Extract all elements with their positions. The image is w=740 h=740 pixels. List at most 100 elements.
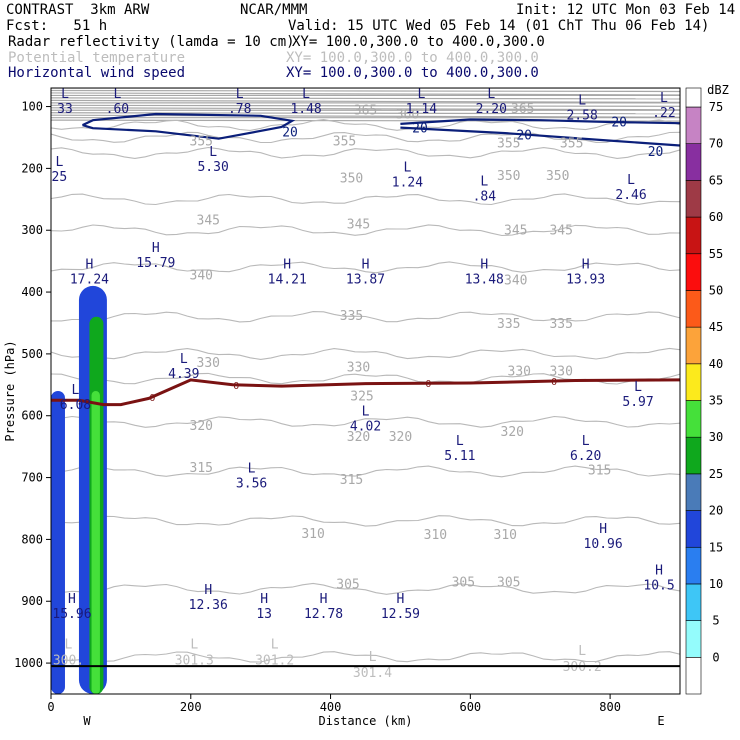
colorbar-swatch <box>685 546 702 585</box>
theta-label: 330 <box>347 360 370 375</box>
high-marker: H <box>152 241 160 256</box>
faint-low-value: 301.3 <box>175 654 214 669</box>
init-time: Init: 12 UTC Mon 03 Feb 14 <box>516 2 736 18</box>
reflectivity-column <box>91 391 100 694</box>
model-title: CONTRAST 3km ARW <box>6 2 150 18</box>
high-marker: H <box>397 592 405 607</box>
y-axis-label: Pressure (hPa) <box>3 340 17 441</box>
colorbar-level-label: 15 <box>709 540 723 554</box>
high-marker: H <box>260 592 268 607</box>
colorbar-swatch <box>685 326 702 365</box>
low-marker: L <box>404 160 412 175</box>
y-tick-label: 200 <box>21 161 43 175</box>
high-marker: H <box>68 592 76 607</box>
colorbar-level-label: 50 <box>709 283 723 297</box>
colorbar-swatch <box>685 510 702 548</box>
high-marker: H <box>655 564 663 579</box>
theta-band-line <box>51 114 680 118</box>
theta-label: 320 <box>347 430 370 445</box>
theta-contour-330 <box>51 347 680 360</box>
faint-low-marker: L <box>369 650 377 665</box>
theta-label: 365 <box>354 104 377 119</box>
low-value: 6.08 <box>60 398 91 413</box>
field-theta: Potential temperature <box>8 50 186 66</box>
low-marker: L <box>302 87 310 102</box>
theta-label: 365 <box>511 102 534 117</box>
wind-speed-label: 20 <box>611 115 627 130</box>
colorbar-swatch <box>685 106 702 144</box>
low-value: 25 <box>52 170 68 185</box>
low-marker: L <box>209 145 217 160</box>
field-wind-xy: XY= 100.0,300.0 to 400.0,300.0 <box>286 65 539 81</box>
high-marker: H <box>86 258 94 273</box>
theta-label: 335 <box>549 317 572 332</box>
wind-speed-label: 20 <box>648 145 664 160</box>
high-value: 13 <box>256 607 272 622</box>
faint-low-value: 301.2 <box>255 654 294 669</box>
theta-band-line <box>51 97 680 100</box>
field-wind: Horizontal wind speed <box>8 65 186 81</box>
high-value: 13.87 <box>346 273 385 288</box>
wind-speed-contour <box>400 126 680 147</box>
x-tick-label: 200 <box>180 700 202 714</box>
y-tick-label: 100 <box>21 100 43 114</box>
high-value: 13.48 <box>465 273 504 288</box>
low-marker: L <box>487 87 495 102</box>
high-value: 13.93 <box>566 273 605 288</box>
y-tick-label: 900 <box>21 594 43 608</box>
colorbar-level-label: 25 <box>709 467 723 481</box>
low-marker: L <box>660 91 668 106</box>
theta-band-line <box>51 99 680 103</box>
theta-contour-350 <box>51 193 680 206</box>
theta-contour-365 <box>51 119 680 131</box>
wind-speed-label: 20 <box>282 125 298 140</box>
low-value: 6.20 <box>570 449 601 464</box>
west-label: W <box>83 714 91 728</box>
colorbar-level-label: 55 <box>709 247 723 261</box>
low-marker: L <box>417 87 425 102</box>
colorbar-swatch <box>685 253 702 291</box>
theta-label: 320 <box>389 430 412 445</box>
theta-label: 335 <box>340 309 363 324</box>
high-value: 17.24 <box>70 273 109 288</box>
zero-degree-line <box>51 378 680 407</box>
high-marker: H <box>599 522 607 537</box>
theta-label: 310 <box>424 528 447 543</box>
high-marker: H <box>480 258 488 273</box>
colorbar-swatch <box>685 180 702 218</box>
y-tick-label: 700 <box>21 471 43 485</box>
high-value: 15.79 <box>136 256 175 271</box>
theta-band-line <box>51 89 680 93</box>
theta-label: 305 <box>497 575 520 590</box>
plot-content: 0 0 0 0 20 20 20 20 20 365 365 360 355 355 355 355 350 35… <box>51 87 680 694</box>
low-marker: L <box>634 380 642 395</box>
y-tick-label: 400 <box>21 285 43 299</box>
theta-label: 360 <box>396 107 419 122</box>
theta-band-line <box>51 92 680 96</box>
y-tick-label: 600 <box>21 409 43 423</box>
theta-label: 350 <box>340 172 363 187</box>
colorbar-level-label: 75 <box>709 100 723 114</box>
theta-band-line <box>51 107 680 111</box>
low-value: 5.97 <box>622 395 653 410</box>
theta-label: 345 <box>347 217 370 232</box>
theta-label: 320 <box>190 419 213 434</box>
theta-label: 345 <box>504 224 527 239</box>
theta-label: 330 <box>508 365 531 380</box>
low-value: 4.39 <box>168 367 199 382</box>
theta-label: 350 <box>546 169 569 184</box>
x-tick-label: 0 <box>47 700 54 714</box>
theta-contour-300 <box>51 651 680 663</box>
faint-low-marker: L <box>190 638 198 653</box>
low-value: 2.20 <box>476 102 507 117</box>
colorbar-swatch <box>685 436 702 475</box>
theta-label: 330 <box>197 356 220 371</box>
low-value: 5.11 <box>444 449 475 464</box>
colorbar-swatch <box>685 143 702 181</box>
theta-label: 315 <box>340 473 363 488</box>
theta-label: 310 <box>494 528 517 543</box>
low-value: 5.30 <box>197 160 228 175</box>
theta-label: 310 <box>301 527 324 542</box>
theta-label: 315 <box>588 464 611 479</box>
